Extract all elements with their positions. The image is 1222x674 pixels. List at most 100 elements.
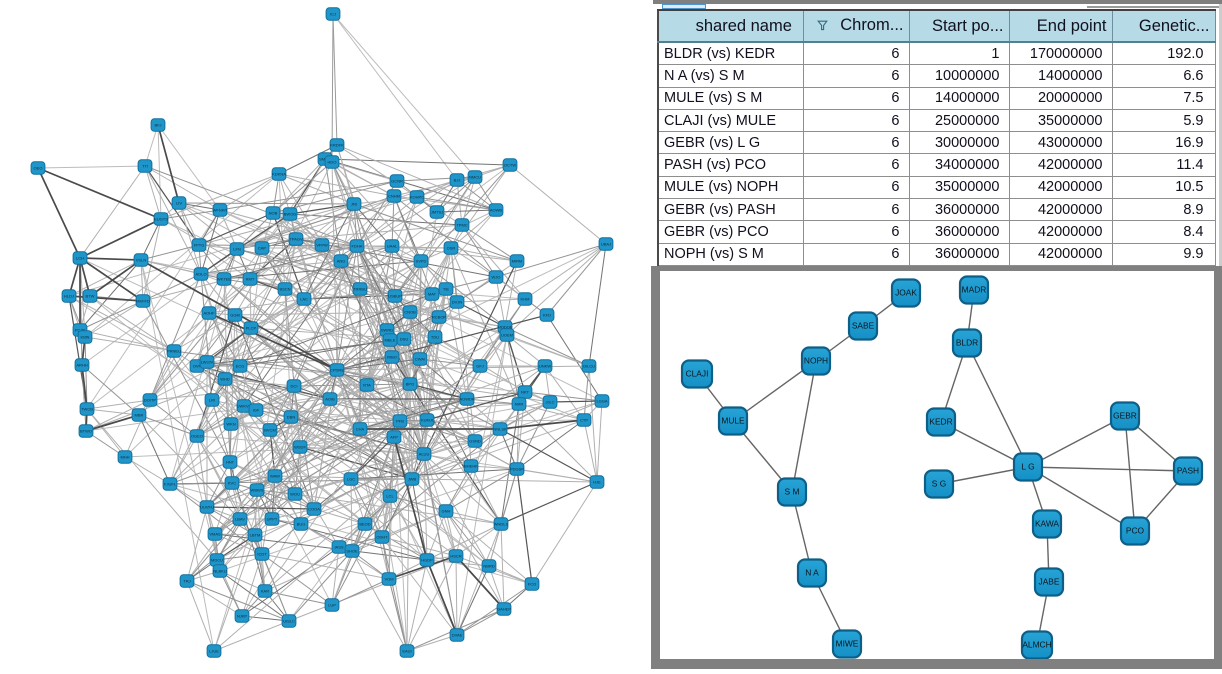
svg-text:FJUFL: FJUFL xyxy=(164,482,177,487)
svg-text:KEDR: KEDR xyxy=(929,417,952,427)
svg-text:OCTW: OCTW xyxy=(504,163,516,168)
svg-text:FCO: FCO xyxy=(528,582,536,587)
svg-text:KOHPC: KOHPC xyxy=(410,195,424,200)
svg-text:KVC: KVC xyxy=(228,481,236,486)
svg-text:OSR: OSR xyxy=(447,246,456,251)
svg-text:WBWS: WBWS xyxy=(251,488,264,493)
svg-text:UOEM: UOEM xyxy=(501,333,513,338)
svg-text:BTW: BTW xyxy=(86,294,95,299)
svg-text:RMT: RMT xyxy=(246,277,255,282)
svg-text:KFD: KFD xyxy=(543,313,551,318)
svg-text:S G: S G xyxy=(932,479,946,489)
svg-text:BJJ: BJJ xyxy=(454,178,461,183)
svg-text:CWAI: CWAI xyxy=(415,357,425,362)
svg-text:FDHA: FDHA xyxy=(352,244,363,249)
svg-text:GEBR: GEBR xyxy=(1113,411,1137,421)
svg-text:WJO: WJO xyxy=(492,275,501,280)
svg-text:WKN: WKN xyxy=(226,422,235,427)
svg-text:BWOD: BWOD xyxy=(284,212,297,217)
svg-text:NJKP: NJKP xyxy=(237,614,248,619)
svg-text:ALMCH: ALMCH xyxy=(1022,640,1051,650)
svg-text:TTI: TTI xyxy=(142,164,148,169)
svg-text:TRJ: TRJ xyxy=(183,579,190,584)
svg-text:UUVFU: UUVFU xyxy=(200,505,214,510)
svg-text:LAC: LAC xyxy=(300,297,308,302)
svg-text:BVCM: BVCM xyxy=(264,428,276,433)
svg-text:AOIB: AOIB xyxy=(325,397,335,402)
svg-text:HGDP: HGDP xyxy=(421,558,433,563)
svg-text:LFN: LFN xyxy=(233,247,241,252)
svg-text:PCJB: PCJB xyxy=(75,328,86,333)
svg-text:IGF: IGF xyxy=(253,408,260,413)
svg-text:WAW: WAW xyxy=(270,474,280,479)
svg-text:GAHEP: GAHEP xyxy=(497,607,511,612)
svg-text:UAAL: UAAL xyxy=(387,244,398,249)
svg-text:VFPW: VFPW xyxy=(316,243,328,248)
svg-text:SHOE: SHOE xyxy=(346,549,358,554)
svg-text:MDCU: MDCU xyxy=(211,558,223,563)
svg-text:PDGSP: PDGSP xyxy=(510,467,524,472)
svg-text:DOITP: DOITP xyxy=(144,398,157,403)
svg-text:OVP: OVP xyxy=(193,364,202,369)
svg-text:LBAV: LBAV xyxy=(235,517,245,522)
svg-text:MHH: MHH xyxy=(120,455,129,460)
svg-text:OGEO: OGEO xyxy=(191,434,203,439)
svg-text:DCI: DCI xyxy=(291,384,298,389)
svg-text:NBRD: NBRD xyxy=(483,564,494,569)
svg-text:GILCU: GILCU xyxy=(583,364,595,369)
svg-text:AFP: AFP xyxy=(390,435,398,440)
svg-text:PRNEU: PRNEU xyxy=(167,349,181,354)
svg-text:DVAE: DVAE xyxy=(452,633,463,638)
svg-text:WHDLS: WHDLS xyxy=(494,522,509,527)
svg-text:ICDT: ICDT xyxy=(257,552,267,557)
svg-text:UWKVE: UWKVE xyxy=(237,404,252,409)
svg-text:DBN: DBN xyxy=(287,415,296,420)
svg-text:VOM: VOM xyxy=(384,577,393,582)
svg-text:MIRM: MIRM xyxy=(512,259,523,264)
svg-text:EUGTS: EUGTS xyxy=(154,217,168,222)
svg-text:LGC: LGC xyxy=(347,477,355,482)
svg-text:GFJ: GFJ xyxy=(476,364,484,369)
svg-text:TRRBU: TRRBU xyxy=(353,287,367,292)
svg-text:KDKNA: KDKNA xyxy=(272,172,286,177)
svg-text:WKTEE: WKTEE xyxy=(217,277,232,282)
svg-text:ALUU: ALUU xyxy=(419,452,430,457)
svg-text:MIWE: MIWE xyxy=(836,639,859,649)
svg-text:MBR: MBR xyxy=(135,413,144,418)
svg-text:TIE: TIE xyxy=(443,287,450,292)
svg-text:UISLC: UISLC xyxy=(283,619,295,624)
svg-text:LUP: LUP xyxy=(328,603,336,608)
svg-text:TPAGV: TPAGV xyxy=(289,237,303,242)
svg-text:LWJJV: LWJJV xyxy=(201,360,214,365)
svg-text:PFB: PFB xyxy=(396,419,404,424)
svg-text:LCH: LCH xyxy=(76,256,84,261)
svg-text:CHA: CHA xyxy=(356,427,365,432)
svg-text:SWRD: SWRD xyxy=(381,328,393,333)
svg-text:LCL: LCL xyxy=(386,494,394,499)
svg-text:JOAK: JOAK xyxy=(895,288,917,298)
svg-text:BTWO: BTWO xyxy=(80,429,92,434)
svg-text:KAWA: KAWA xyxy=(1035,519,1059,529)
svg-text:FPTG: FPTG xyxy=(194,243,205,248)
svg-text:COOA: COOA xyxy=(308,507,320,512)
svg-text:ICJ: ICJ xyxy=(330,12,336,17)
svg-text:WFNKR: WFNKR xyxy=(213,208,228,213)
svg-text:HNT: HNT xyxy=(226,460,235,465)
svg-text:UNKW: UNKW xyxy=(539,364,551,369)
svg-text:CAP: CAP xyxy=(258,246,267,251)
svg-text:GCNR: GCNR xyxy=(391,179,403,184)
svg-text:DVJN: DVJN xyxy=(452,300,463,305)
svg-text:HDO: HDO xyxy=(328,160,337,165)
svg-text:NLBKU: NLBKU xyxy=(213,569,226,574)
svg-text:JNI: JNI xyxy=(351,202,357,207)
svg-text:NOPH: NOPH xyxy=(804,356,828,366)
svg-text:NRR: NRR xyxy=(515,402,524,407)
svg-text:OEO: OEO xyxy=(34,166,43,171)
svg-text:JABE: JABE xyxy=(1039,577,1060,587)
svg-text:AOWDK: AOWDK xyxy=(459,397,474,402)
svg-text:BLDR: BLDR xyxy=(956,338,978,348)
svg-text:ODHT: ODHT xyxy=(376,535,388,540)
svg-text:CNOB: CNOB xyxy=(404,310,416,315)
svg-text:MADR: MADR xyxy=(962,285,987,295)
svg-text:PASH: PASH xyxy=(1177,466,1199,476)
